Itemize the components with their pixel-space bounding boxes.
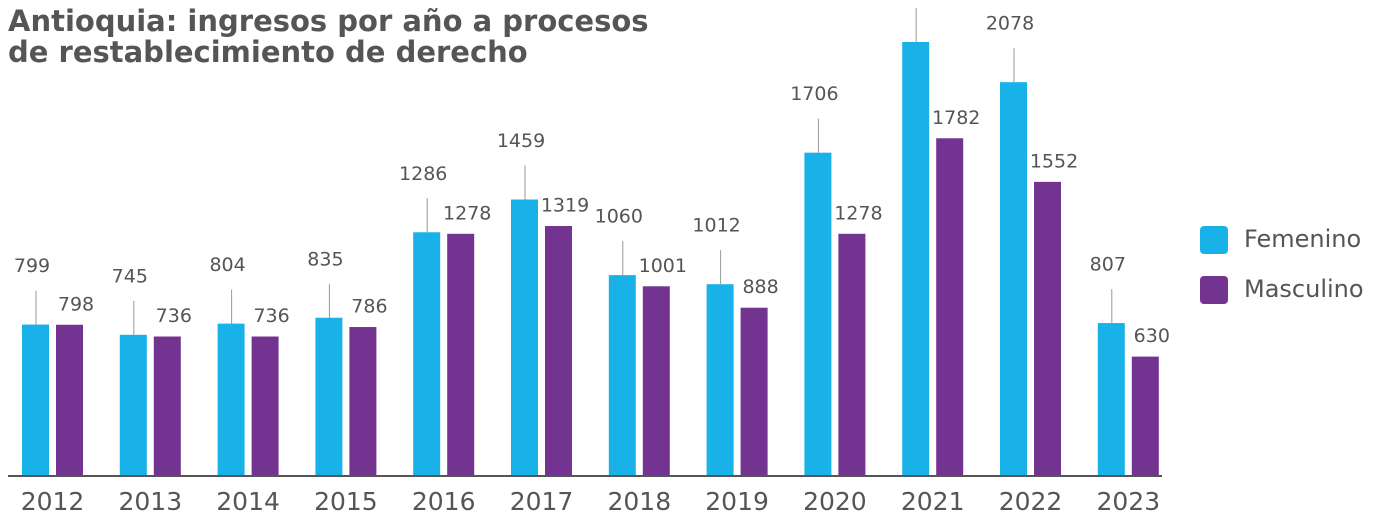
data-label: 1319 bbox=[541, 195, 589, 217]
data-label: 1706 bbox=[790, 83, 838, 105]
x-tick-label: 2021 bbox=[901, 487, 965, 516]
x-tick-label: 2022 bbox=[999, 487, 1063, 516]
data-label: 736 bbox=[156, 305, 192, 327]
data-label: 807 bbox=[1090, 254, 1126, 276]
x-tick-label: 2013 bbox=[118, 487, 182, 516]
x-tick-label: 2019 bbox=[705, 487, 769, 516]
x-tick-label: 2017 bbox=[510, 487, 574, 516]
data-label: 1012 bbox=[692, 215, 740, 237]
data-label: 1278 bbox=[834, 202, 882, 224]
bar bbox=[936, 138, 964, 476]
bar bbox=[315, 317, 343, 476]
data-label: 888 bbox=[742, 276, 778, 298]
data-label: 804 bbox=[209, 254, 245, 276]
x-tick-label: 2014 bbox=[216, 487, 280, 516]
bar bbox=[251, 336, 279, 476]
bar bbox=[349, 327, 377, 476]
data-label: 745 bbox=[112, 265, 148, 287]
bar bbox=[1034, 181, 1061, 476]
bar bbox=[608, 275, 636, 476]
bar bbox=[902, 42, 930, 476]
bar bbox=[740, 307, 768, 476]
data-label: 2078 bbox=[986, 13, 1034, 35]
data-label: 786 bbox=[351, 296, 387, 318]
bar bbox=[119, 334, 147, 476]
data-label: 630 bbox=[1134, 325, 1170, 347]
data-label: 1782 bbox=[932, 107, 980, 129]
bar bbox=[1000, 82, 1027, 477]
legend-label: Femenino bbox=[1244, 225, 1361, 253]
legend-swatch bbox=[1200, 276, 1228, 304]
bar bbox=[545, 226, 572, 476]
data-label: 736 bbox=[253, 305, 289, 327]
legend-label: Masculino bbox=[1244, 275, 1364, 303]
chart-title: Antioquia: ingresos por año a procesos d… bbox=[8, 4, 649, 69]
bar bbox=[447, 233, 475, 476]
bar bbox=[642, 286, 670, 476]
data-label: 1459 bbox=[497, 130, 545, 152]
bar bbox=[413, 232, 441, 476]
bar bbox=[838, 233, 866, 476]
data-label: 835 bbox=[307, 248, 343, 270]
bar bbox=[56, 324, 83, 476]
data-label: 1552 bbox=[1030, 150, 1078, 172]
data-label: 1060 bbox=[595, 206, 643, 228]
bar bbox=[153, 336, 181, 476]
x-tick-label: 2018 bbox=[607, 487, 671, 516]
bar bbox=[22, 324, 49, 476]
bar bbox=[217, 323, 245, 476]
x-tick-label: 2023 bbox=[1096, 487, 1160, 516]
bar bbox=[804, 152, 832, 476]
bar bbox=[511, 199, 538, 476]
data-label: 1001 bbox=[639, 255, 687, 277]
data-label: 799 bbox=[14, 255, 50, 277]
data-label: 1278 bbox=[443, 202, 491, 224]
bar bbox=[706, 284, 734, 476]
bar bbox=[1131, 356, 1159, 476]
x-tick-label: 2015 bbox=[314, 487, 378, 516]
x-tick-label: 2016 bbox=[412, 487, 476, 516]
legend-swatch bbox=[1200, 226, 1228, 254]
data-label: 798 bbox=[58, 293, 94, 315]
data-label: 1286 bbox=[399, 163, 447, 185]
x-tick-label: 2020 bbox=[803, 487, 867, 516]
bar bbox=[1097, 323, 1125, 476]
x-tick-label: 2012 bbox=[21, 487, 85, 516]
